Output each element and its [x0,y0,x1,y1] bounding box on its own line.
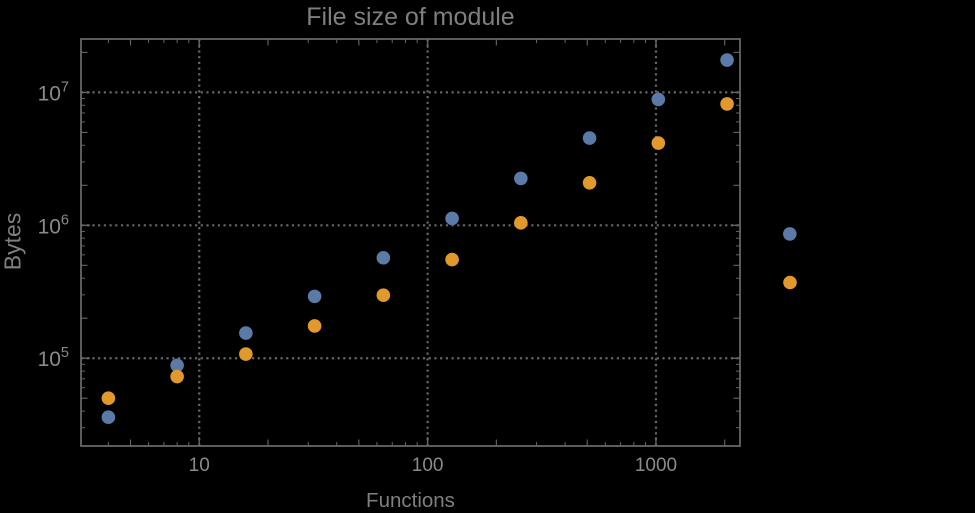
svg-text:100: 100 [412,455,444,476]
svg-text:1000: 1000 [635,455,677,476]
svg-text:106: 106 [38,212,69,238]
svg-text:107: 107 [38,79,69,105]
svg-text:105: 105 [38,345,69,371]
svg-text:10: 10 [189,455,210,476]
